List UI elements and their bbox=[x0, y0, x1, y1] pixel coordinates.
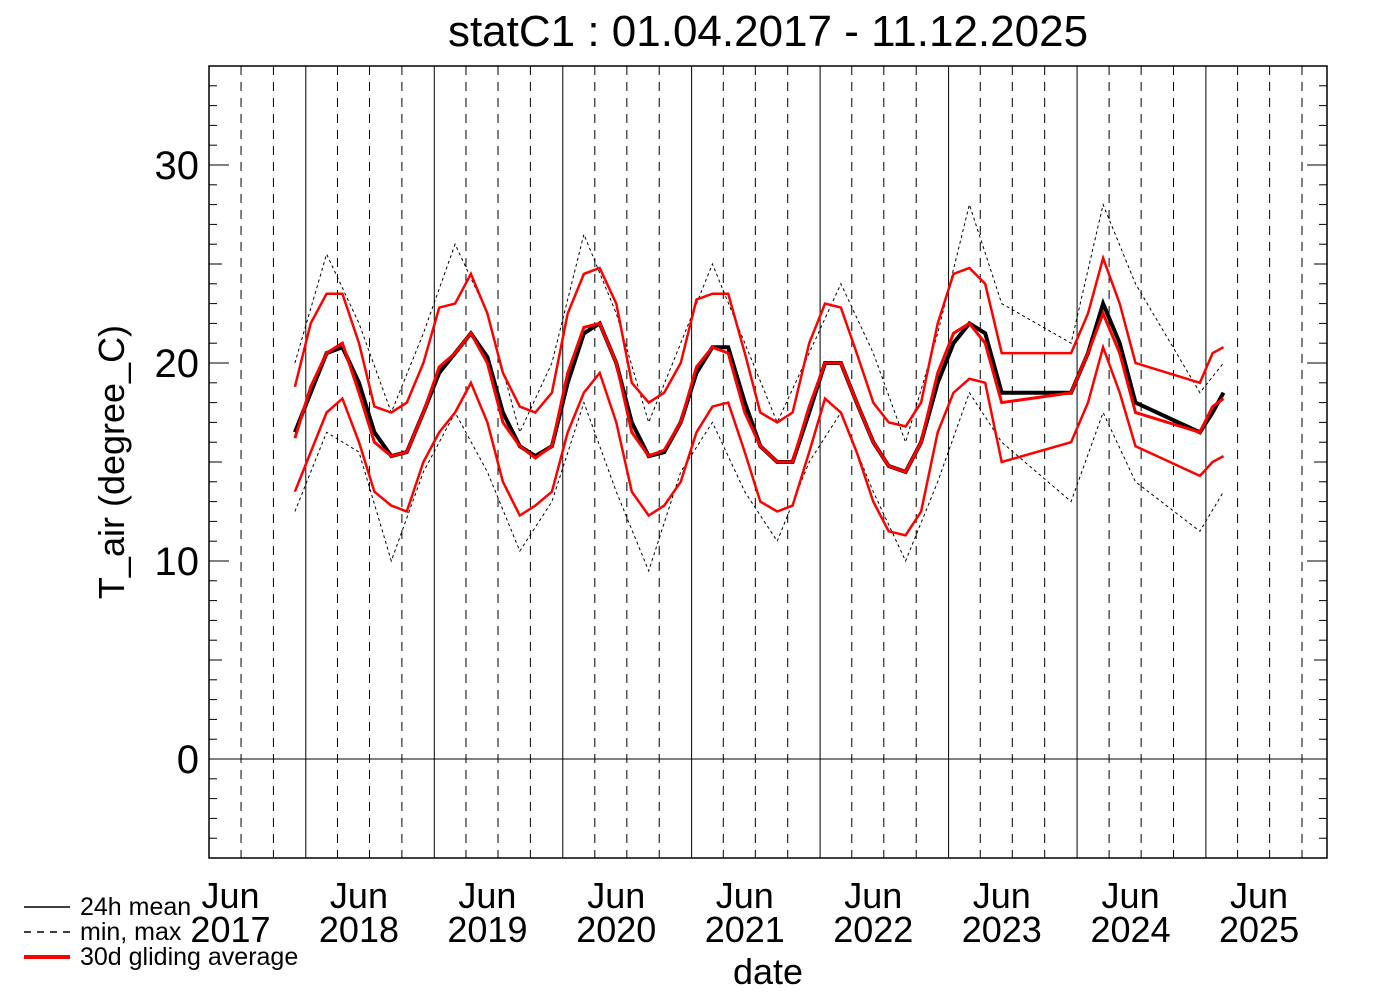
min-max-series bbox=[294, 202, 1224, 573]
chart-title: statC1 : 01.04.2017 - 11.12.2025 bbox=[448, 7, 1088, 56]
x-tick-month: Jun bbox=[330, 875, 388, 916]
x-tick-year: 2019 bbox=[447, 909, 527, 950]
y-tick-label: 20 bbox=[155, 342, 200, 386]
legend-label-gliding: 30d gliding average bbox=[80, 943, 298, 971]
y-axis-ticks: 0 10 20 30 bbox=[155, 65, 1327, 859]
x-tick-year: 2020 bbox=[576, 909, 656, 950]
x-axis-label: date bbox=[733, 951, 803, 992]
legend-label-mean: 24h mean bbox=[80, 893, 191, 921]
max-line bbox=[294, 202, 1224, 444]
y-tick-label: 0 bbox=[177, 738, 199, 782]
legend-item-gliding: 30d gliding average bbox=[24, 943, 298, 971]
gliding-mean-series bbox=[293, 309, 1225, 474]
x-tick-month: Jun bbox=[973, 875, 1031, 916]
x-tick-year: 2024 bbox=[1091, 909, 1171, 950]
grid-lines bbox=[240, 66, 1303, 858]
legend-item-minmax: min, max bbox=[24, 918, 182, 946]
legend-label-minmax: min, max bbox=[80, 918, 182, 946]
y-tick-label: 10 bbox=[155, 540, 200, 584]
plot-frame bbox=[208, 65, 1328, 859]
x-axis-ticks: Jun2017Jun2018Jun2019Jun2020Jun2021Jun20… bbox=[190, 875, 1299, 950]
gliding-band-series bbox=[293, 253, 1225, 537]
y-tick-label: 30 bbox=[155, 144, 200, 188]
legend: 24h mean min, max 30d gliding average bbox=[24, 893, 298, 971]
gliding-max-line bbox=[293, 253, 1225, 428]
x-tick-year: 2025 bbox=[1219, 909, 1299, 950]
x-tick-year: 2022 bbox=[833, 909, 913, 950]
gliding-mean-line bbox=[293, 309, 1225, 474]
x-tick-month: Jun bbox=[716, 875, 774, 916]
x-tick-month: Jun bbox=[1230, 875, 1288, 916]
legend-item-mean: 24h mean bbox=[24, 893, 191, 921]
x-tick-month: Jun bbox=[587, 875, 645, 916]
x-tick-year: 2018 bbox=[319, 909, 399, 950]
x-tick-month: Jun bbox=[844, 875, 902, 916]
x-tick-year: 2021 bbox=[705, 909, 785, 950]
y-axis-label: T_air (degree_C) bbox=[91, 325, 132, 599]
x-tick-month: Jun bbox=[201, 875, 259, 916]
x-tick-year: 2023 bbox=[962, 909, 1042, 950]
x-tick-month: Jun bbox=[1102, 875, 1160, 916]
gliding-min-line bbox=[293, 343, 1225, 537]
x-tick-month: Jun bbox=[458, 875, 516, 916]
x-tick-year: 2017 bbox=[190, 909, 270, 950]
